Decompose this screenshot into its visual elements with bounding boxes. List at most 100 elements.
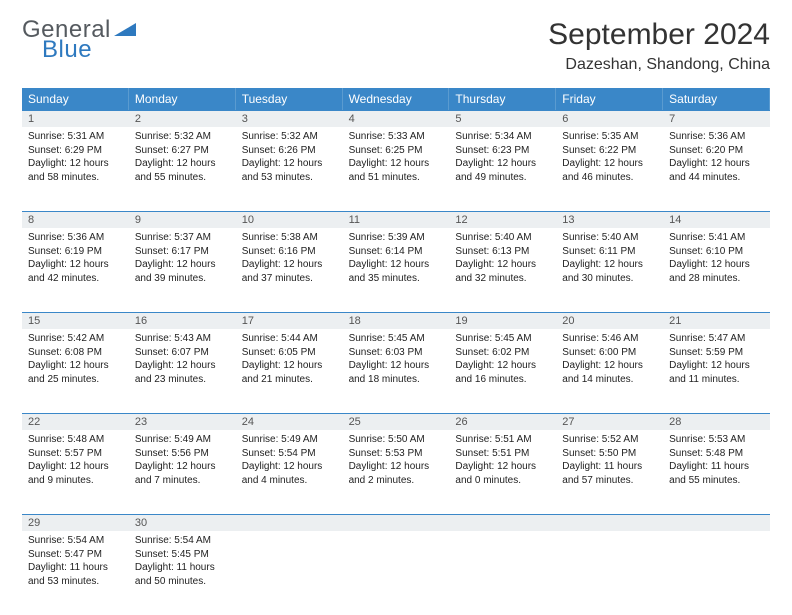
day-cell: Sunrise: 5:52 AMSunset: 5:50 PMDaylight:… xyxy=(556,430,663,514)
daylight-line: Daylight: 11 hours and 55 minutes. xyxy=(669,460,764,487)
sunset-line: Sunset: 5:50 PM xyxy=(562,447,657,461)
sunset-line: Sunset: 6:17 PM xyxy=(135,245,230,259)
sunset-line: Sunset: 6:02 PM xyxy=(455,346,550,360)
day-number: 10 xyxy=(236,211,343,228)
weekday-header: Monday xyxy=(129,88,236,110)
day-cell: Sunrise: 5:48 AMSunset: 5:57 PMDaylight:… xyxy=(22,430,129,514)
sunrise-line: Sunrise: 5:35 AM xyxy=(562,130,657,144)
day-number xyxy=(449,514,556,531)
sunset-line: Sunset: 6:26 PM xyxy=(242,144,337,158)
day-number xyxy=(556,514,663,531)
sunset-line: Sunset: 6:25 PM xyxy=(349,144,444,158)
day-number: 3 xyxy=(236,110,343,127)
day-cell: Sunrise: 5:39 AMSunset: 6:14 PMDaylight:… xyxy=(343,228,450,312)
daylight-line: Daylight: 12 hours and 25 minutes. xyxy=(28,359,123,386)
daylight-line: Daylight: 12 hours and 2 minutes. xyxy=(349,460,444,487)
day-cell: Sunrise: 5:47 AMSunset: 5:59 PMDaylight:… xyxy=(663,329,770,413)
day-number: 20 xyxy=(556,312,663,329)
sunset-line: Sunset: 5:45 PM xyxy=(135,548,230,562)
sunset-line: Sunset: 6:10 PM xyxy=(669,245,764,259)
sunrise-line: Sunrise: 5:36 AM xyxy=(669,130,764,144)
day-cell: Sunrise: 5:32 AMSunset: 6:26 PMDaylight:… xyxy=(236,127,343,211)
day-cell: Sunrise: 5:49 AMSunset: 5:54 PMDaylight:… xyxy=(236,430,343,514)
sunrise-line: Sunrise: 5:32 AM xyxy=(242,130,337,144)
sunset-line: Sunset: 5:56 PM xyxy=(135,447,230,461)
daylight-line: Daylight: 12 hours and 0 minutes. xyxy=(455,460,550,487)
sunrise-line: Sunrise: 5:36 AM xyxy=(28,231,123,245)
weekday-header: Saturday xyxy=(663,88,770,110)
daylight-line: Daylight: 12 hours and 30 minutes. xyxy=(562,258,657,285)
weekday-header: Thursday xyxy=(449,88,556,110)
sunrise-line: Sunrise: 5:46 AM xyxy=(562,332,657,346)
day-cell: Sunrise: 5:36 AMSunset: 6:20 PMDaylight:… xyxy=(663,127,770,211)
day-cell: Sunrise: 5:36 AMSunset: 6:19 PMDaylight:… xyxy=(22,228,129,312)
day-number: 8 xyxy=(22,211,129,228)
day-cell: Sunrise: 5:46 AMSunset: 6:00 PMDaylight:… xyxy=(556,329,663,413)
day-number: 5 xyxy=(449,110,556,127)
sunset-line: Sunset: 5:53 PM xyxy=(349,447,444,461)
daylight-line: Daylight: 12 hours and 55 minutes. xyxy=(135,157,230,184)
day-number: 18 xyxy=(343,312,450,329)
day-number: 16 xyxy=(129,312,236,329)
day-cell xyxy=(663,531,770,615)
daylight-line: Daylight: 12 hours and 58 minutes. xyxy=(28,157,123,184)
sunrise-line: Sunrise: 5:32 AM xyxy=(135,130,230,144)
sunrise-line: Sunrise: 5:49 AM xyxy=(242,433,337,447)
day-number: 29 xyxy=(22,514,129,531)
daylight-line: Daylight: 12 hours and 51 minutes. xyxy=(349,157,444,184)
day-cell: Sunrise: 5:42 AMSunset: 6:08 PMDaylight:… xyxy=(22,329,129,413)
day-cell: Sunrise: 5:34 AMSunset: 6:23 PMDaylight:… xyxy=(449,127,556,211)
sunrise-line: Sunrise: 5:38 AM xyxy=(242,231,337,245)
day-cell xyxy=(236,531,343,615)
day-number: 12 xyxy=(449,211,556,228)
day-number: 1 xyxy=(22,110,129,127)
day-cell: Sunrise: 5:40 AMSunset: 6:13 PMDaylight:… xyxy=(449,228,556,312)
sunrise-line: Sunrise: 5:43 AM xyxy=(135,332,230,346)
day-number: 6 xyxy=(556,110,663,127)
day-cell: Sunrise: 5:31 AMSunset: 6:29 PMDaylight:… xyxy=(22,127,129,211)
sunset-line: Sunset: 5:48 PM xyxy=(669,447,764,461)
day-number: 24 xyxy=(236,413,343,430)
daylight-line: Daylight: 12 hours and 44 minutes. xyxy=(669,157,764,184)
day-number: 11 xyxy=(343,211,450,228)
sunrise-line: Sunrise: 5:37 AM xyxy=(135,231,230,245)
sunrise-line: Sunrise: 5:41 AM xyxy=(669,231,764,245)
day-number: 2 xyxy=(129,110,236,127)
daylight-line: Daylight: 12 hours and 18 minutes. xyxy=(349,359,444,386)
daylight-line: Daylight: 12 hours and 4 minutes. xyxy=(242,460,337,487)
daylight-line: Daylight: 12 hours and 53 minutes. xyxy=(242,157,337,184)
sunset-line: Sunset: 5:54 PM xyxy=(242,447,337,461)
day-number: 27 xyxy=(556,413,663,430)
day-number: 9 xyxy=(129,211,236,228)
sunrise-line: Sunrise: 5:48 AM xyxy=(28,433,123,447)
sunset-line: Sunset: 5:51 PM xyxy=(455,447,550,461)
day-cell: Sunrise: 5:45 AMSunset: 6:03 PMDaylight:… xyxy=(343,329,450,413)
day-number: 30 xyxy=(129,514,236,531)
sunset-line: Sunset: 6:27 PM xyxy=(135,144,230,158)
sunrise-line: Sunrise: 5:53 AM xyxy=(669,433,764,447)
sunrise-line: Sunrise: 5:34 AM xyxy=(455,130,550,144)
weekday-header: Sunday xyxy=(22,88,129,110)
day-number: 17 xyxy=(236,312,343,329)
day-number xyxy=(236,514,343,531)
logo: General Blue xyxy=(22,18,136,62)
day-cell: Sunrise: 5:51 AMSunset: 5:51 PMDaylight:… xyxy=(449,430,556,514)
day-number: 7 xyxy=(663,110,770,127)
weekday-header: Friday xyxy=(556,88,663,110)
day-number: 19 xyxy=(449,312,556,329)
day-number: 25 xyxy=(343,413,450,430)
calendar-grid: SundayMondayTuesdayWednesdayThursdayFrid… xyxy=(22,88,770,615)
daylight-line: Daylight: 12 hours and 16 minutes. xyxy=(455,359,550,386)
day-number: 22 xyxy=(22,413,129,430)
day-cell: Sunrise: 5:32 AMSunset: 6:27 PMDaylight:… xyxy=(129,127,236,211)
daylight-line: Daylight: 12 hours and 35 minutes. xyxy=(349,258,444,285)
month-title: September 2024 xyxy=(548,18,770,52)
daylight-line: Daylight: 12 hours and 21 minutes. xyxy=(242,359,337,386)
daylight-line: Daylight: 11 hours and 53 minutes. xyxy=(28,561,123,588)
sunset-line: Sunset: 5:47 PM xyxy=(28,548,123,562)
sunset-line: Sunset: 6:08 PM xyxy=(28,346,123,360)
weekday-header: Wednesday xyxy=(343,88,450,110)
sunset-line: Sunset: 6:00 PM xyxy=(562,346,657,360)
sunrise-line: Sunrise: 5:54 AM xyxy=(28,534,123,548)
day-cell: Sunrise: 5:37 AMSunset: 6:17 PMDaylight:… xyxy=(129,228,236,312)
